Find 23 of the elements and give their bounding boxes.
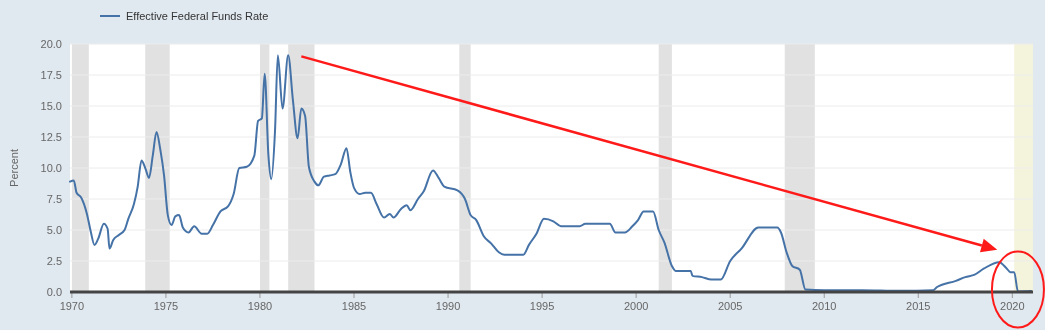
y-tick-label: 20.0	[40, 37, 62, 50]
y-tick-label: 15.0	[40, 99, 62, 112]
x-tick-label: 1990	[435, 300, 461, 312]
x-tick-label: 2000	[623, 300, 649, 312]
x-tick-label: 1980	[247, 300, 273, 312]
x-tick-label: 2015	[906, 300, 931, 312]
x-tick-label: 1995	[529, 300, 555, 312]
y-axis-title: Percent	[8, 149, 20, 187]
x-tick-label: 1970	[59, 300, 85, 312]
x-tick-label: 1975	[153, 300, 179, 312]
y-tick-label: 5.0	[46, 223, 62, 236]
y-tick-label: 0.0	[46, 285, 62, 298]
y-tick-label: 17.5	[40, 68, 62, 81]
y-tick-label: 7.5	[46, 192, 62, 205]
legend-label: Effective Federal Funds Rate	[126, 9, 269, 22]
x-tick-label: 2020	[1000, 300, 1025, 312]
y-tick-label: 12.5	[40, 130, 62, 143]
x-tick-label: 1985	[341, 300, 367, 312]
x-tick-label: 2005	[717, 300, 743, 312]
y-tick-label: 2.5	[46, 254, 62, 267]
y-tick-label: 10.0	[40, 161, 62, 174]
line-series	[69, 54, 1033, 293]
x-tick-label: 2010	[811, 300, 837, 312]
